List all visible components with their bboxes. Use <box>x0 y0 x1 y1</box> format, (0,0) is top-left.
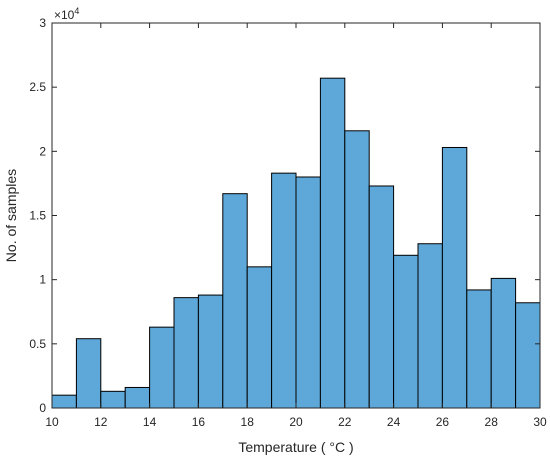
y-tick-label: 0 <box>39 401 46 415</box>
x-tick-label: 12 <box>94 415 108 429</box>
x-tick-label: 20 <box>289 415 303 429</box>
histogram-bar <box>124 386 151 409</box>
histogram-bar <box>344 130 370 409</box>
y-tick-label: 0.5 <box>29 337 46 351</box>
histogram-bar <box>490 277 517 409</box>
y-axis-ticks: 0 0.5 1 1.5 2 2.5 3 <box>29 16 540 415</box>
y-axis-exponent-base: ×10 <box>54 8 75 22</box>
histogram-bar <box>149 326 175 409</box>
y-tick-label: 2 <box>39 144 46 158</box>
histogram-bar <box>393 254 419 409</box>
histogram-bar <box>222 193 248 409</box>
x-tick-label: 18 <box>241 415 255 429</box>
y-tick-label: 1 <box>39 273 46 287</box>
histogram-bar <box>319 77 346 409</box>
histogram-bar <box>173 297 199 409</box>
y-tick-label: 1.5 <box>29 209 46 223</box>
x-tick-label: 30 <box>533 415 547 429</box>
histogram-bar <box>271 172 297 409</box>
x-axis-title: Temperature ( °C ) <box>238 439 353 455</box>
x-tick-label: 10 <box>45 415 59 429</box>
y-axis-exponent-power: 4 <box>74 6 79 16</box>
x-tick-label: 14 <box>143 415 157 429</box>
histogram-bar <box>246 266 273 409</box>
x-tick-label: 16 <box>192 415 206 429</box>
histogram-bar <box>75 338 102 409</box>
histogram-bar <box>51 394 77 409</box>
x-tick-label: 24 <box>387 415 401 429</box>
x-tick-label: 22 <box>338 415 352 429</box>
y-axis-title: No. of samples <box>3 169 19 262</box>
histogram-bar <box>295 176 321 409</box>
histogram-bar <box>197 294 224 409</box>
histogram-bar <box>515 302 541 409</box>
x-tick-label: 26 <box>436 415 450 429</box>
histogram-bar <box>368 185 395 409</box>
y-tick-label: 2.5 <box>29 80 46 94</box>
histogram-bar <box>417 243 443 409</box>
histogram-bar <box>441 146 468 409</box>
x-axis-ticks: 10 12 14 16 18 20 22 24 26 28 30 <box>45 23 547 429</box>
histogram-bar <box>466 289 492 409</box>
y-tick-label: 3 <box>39 16 46 30</box>
y-axis-exponent-label: ×104 <box>54 6 79 22</box>
x-tick-label: 28 <box>485 415 499 429</box>
histogram-bar <box>100 390 126 409</box>
histogram-bars <box>51 77 541 409</box>
